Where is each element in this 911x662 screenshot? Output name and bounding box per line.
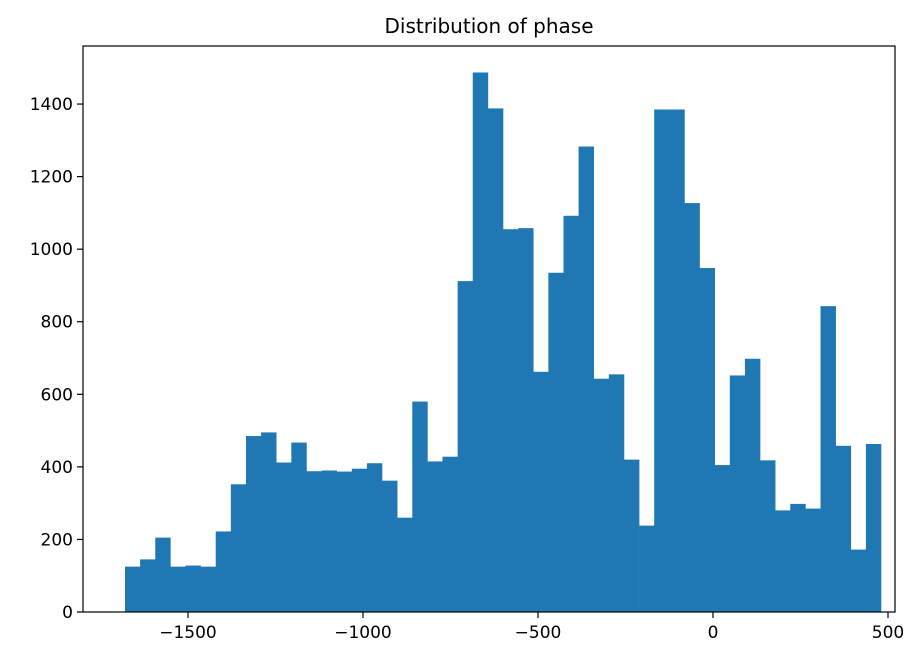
y-tick-label: 600 [41,385,73,405]
histogram-bar [261,432,277,612]
y-tick-label: 0 [62,603,73,623]
histogram-bar [472,72,489,612]
histogram-bar [503,229,519,612]
histogram-bar [457,281,474,612]
x-tick-label: 0 [708,623,719,643]
histogram-bar [593,378,610,612]
histogram-bar [487,108,504,613]
histogram-bar [366,463,383,612]
histogram-bar [245,436,262,612]
x-tick-label: −1000 [334,623,392,643]
histogram-bar [230,484,247,612]
histogram-bar [805,508,821,612]
histogram-bar [820,306,836,612]
histogram-bar [412,401,428,612]
x-tick-label: −1500 [159,623,217,643]
histogram-bar [654,109,670,612]
histogram-bar [170,566,186,612]
histogram-bar [608,374,625,612]
histogram-bar [397,517,413,612]
histogram-bar [669,109,685,612]
histogram-bar [306,471,322,612]
histogram-bar [623,459,640,612]
histogram-bar [850,549,867,612]
y-tick-label: 800 [41,313,73,333]
histogram-bar [140,559,156,612]
histogram-bar [563,215,579,613]
histogram-bar [291,442,307,612]
chart-title: Distribution of phase [384,14,593,38]
histogram-bar [714,465,731,612]
y-tick-label: 200 [41,530,73,550]
histogram-bar [155,537,171,612]
histogram-bar [427,461,443,612]
histogram-bar [729,375,746,612]
x-tick-label: 500 [872,623,904,643]
plot-frame [82,45,896,613]
histogram-bar [760,460,776,612]
x-tick-label: −500 [515,623,562,643]
y-tick-label: 1000 [30,240,73,260]
histogram-bar [533,371,549,612]
histogram-bar [744,358,761,612]
histogram-bar [125,566,141,612]
y-tick-label: 1400 [30,95,73,115]
histogram-bar [351,468,368,612]
histogram-bar [200,566,217,612]
histogram-bar [336,471,353,612]
y-axis: 0 200 400 600 800 1000 1200 1400 [30,95,83,623]
histogram-bar [321,470,337,612]
histogram-bar [835,445,852,612]
histogram-bar [865,444,882,612]
y-tick-label: 1200 [30,168,73,188]
histogram-bar [215,531,232,612]
histogram-bar [442,456,458,612]
histogram-bar [639,525,655,612]
histogram-bar [699,268,715,612]
histogram-bar [382,480,398,612]
histogram-bar [775,510,791,612]
histogram-bar [276,462,292,612]
histogram-bar [185,565,201,612]
histogram-bar [790,503,806,612]
histogram-bar [684,203,700,612]
y-tick-label: 400 [41,458,73,478]
histogram-bar [518,228,534,612]
x-axis: −1500 −1000 −500 0 500 [159,612,904,643]
histogram-bar [578,146,595,612]
histogram-bar [548,272,564,612]
bars-group [125,72,882,613]
